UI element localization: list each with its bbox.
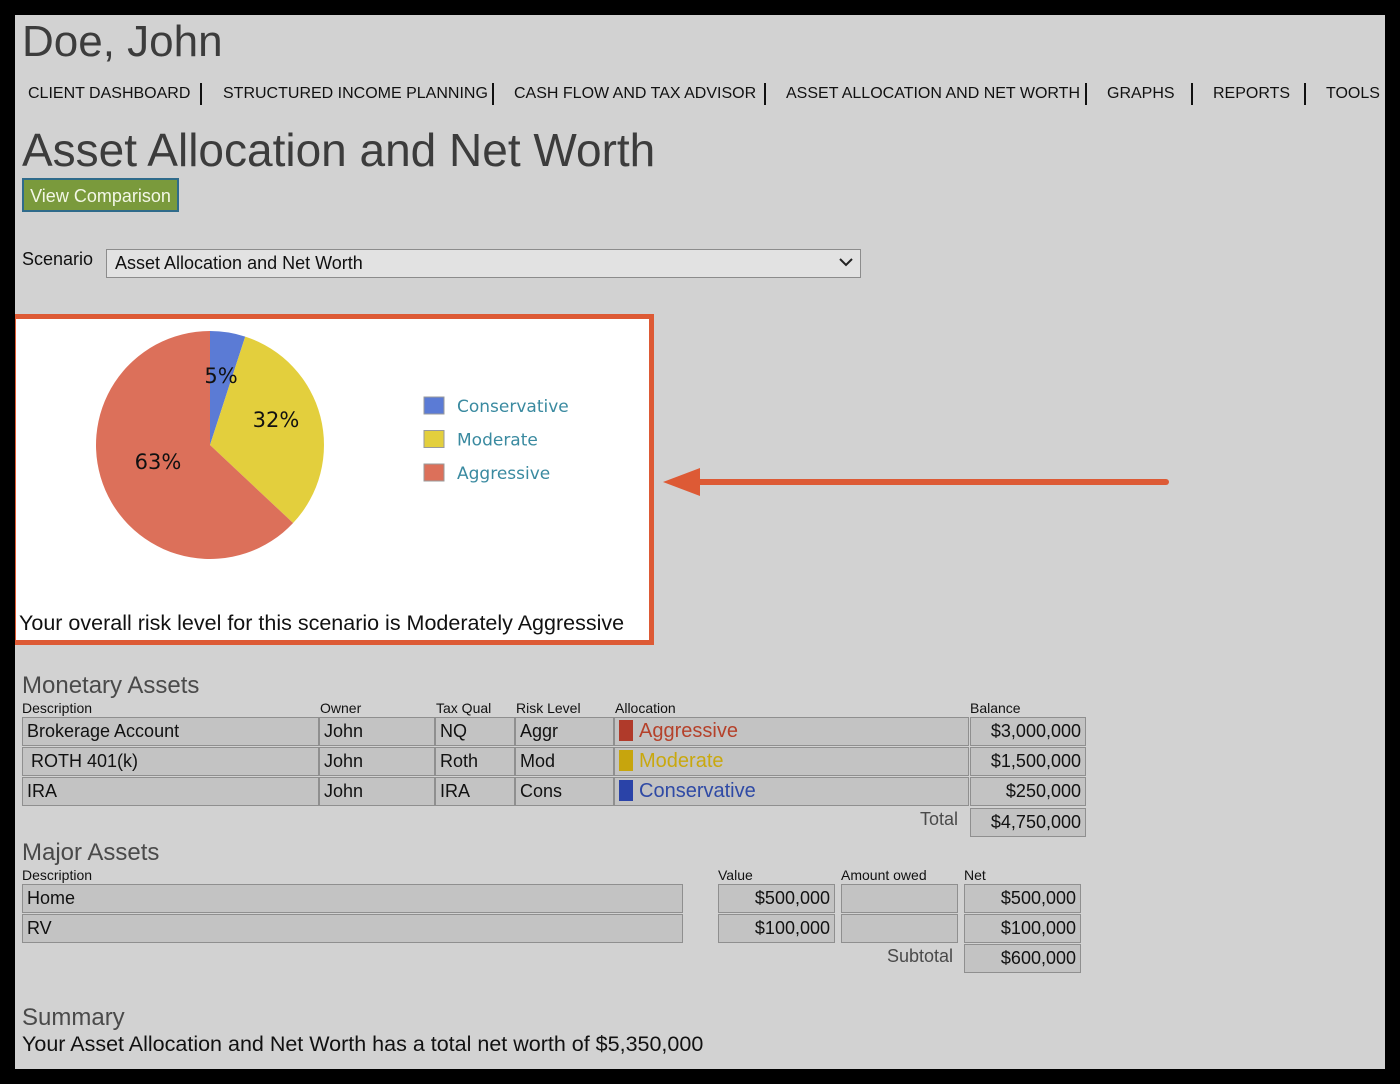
col-head-owner: Owner: [320, 700, 362, 716]
allocation-swatch: [619, 750, 633, 771]
major-asset-net-cell: $500,000: [964, 884, 1081, 913]
pie-label-moderate: 32%: [253, 408, 300, 432]
nav-separator: [1191, 83, 1193, 105]
nav-separator: [492, 83, 494, 105]
page-title: Asset Allocation and Net Worth: [22, 124, 656, 176]
asset-tax-qual-cell[interactable]: Roth: [435, 747, 515, 776]
major-asset-owed-cell[interactable]: [841, 914, 958, 943]
allocation-swatch: [619, 720, 633, 741]
nav-separator: [1304, 83, 1306, 105]
allocation-label: Moderate: [639, 750, 724, 772]
asset-owner-cell[interactable]: John: [319, 777, 435, 806]
nav-separator: [764, 83, 766, 105]
legend-label-aggressive: Aggressive: [457, 464, 550, 484]
nav-cash-flow-tax-advisor[interactable]: CASH FLOW AND TAX ADVISOR: [514, 85, 757, 102]
asset-tax-qual-cell[interactable]: NQ: [435, 717, 515, 746]
asset-description-cell[interactable]: IRA: [22, 777, 319, 806]
major-asset-net-cell: $100,000: [964, 914, 1081, 943]
col-head-balance: Balance: [970, 700, 1021, 716]
allocation-pie-chart: 5% 32% 63% Conservative Moderate Aggressive: [95, 331, 569, 559]
col-head-value: Value: [718, 867, 753, 883]
subtotal-label: Subtotal: [887, 946, 954, 966]
allocation-label: Conservative: [639, 780, 756, 802]
asset-risk-cell[interactable]: Cons: [515, 777, 614, 806]
client-name: Doe, John: [22, 17, 223, 66]
asset-tax-qual-cell[interactable]: IRA: [435, 777, 515, 806]
asset-balance-cell[interactable]: $250,000: [970, 777, 1086, 806]
callout-arrow-icon: [663, 468, 1169, 496]
col-head-description: Description: [22, 867, 93, 883]
asset-risk-cell[interactable]: Mod: [515, 747, 614, 776]
asset-balance-cell[interactable]: $1,500,000: [970, 747, 1086, 776]
major-assets-title: Major Assets: [22, 839, 160, 866]
col-head-net: Net: [964, 867, 986, 883]
legend-swatch-aggressive: [423, 463, 445, 482]
pie-label-aggressive: 63%: [135, 450, 182, 474]
legend-label-conservative: Conservative: [457, 397, 569, 417]
nav-client-dashboard[interactable]: CLIENT DASHBOARD: [28, 85, 191, 102]
asset-owner-cell[interactable]: John: [319, 717, 435, 746]
nav-separator: [1085, 83, 1087, 105]
col-head-amount-owed: Amount owed: [841, 867, 927, 883]
summary-title: Summary: [22, 1004, 125, 1031]
col-head-allocation: Allocation: [615, 700, 676, 716]
view-comparison-button[interactable]: View Comparison: [22, 178, 179, 212]
summary-text: Your Asset Allocation and Net Worth has …: [22, 1032, 704, 1056]
col-head-risk-level: Risk Level: [516, 700, 581, 716]
pie-label-conservative: 5%: [204, 364, 237, 388]
pie-slice-conservative: [210, 331, 246, 445]
risk-level-text: Your overall risk level for this scenari…: [19, 611, 625, 635]
major-asset-value-cell[interactable]: $100,000: [718, 914, 835, 943]
legend-swatch-moderate: [423, 430, 445, 448]
nav-structured-income-planning[interactable]: STRUCTURED INCOME PLANNING: [223, 85, 488, 102]
major-asset-description-cell[interactable]: Home: [22, 884, 683, 913]
legend-swatch-conservative: [423, 396, 445, 415]
asset-allocation-cell[interactable]: Moderate: [614, 747, 969, 776]
asset-risk-cell[interactable]: Aggr: [515, 717, 614, 746]
monetary-assets-title: Monetary Assets: [22, 672, 200, 699]
nav-reports[interactable]: REPORTS: [1213, 85, 1291, 102]
allocation-chart-panel: 5% 32% 63% Conservative Moderate Aggressive Y…: [15, 314, 654, 645]
asset-balance-cell[interactable]: $3,000,000: [970, 717, 1086, 746]
major-asset-description-cell[interactable]: RV: [22, 914, 683, 943]
scenario-label: Scenario: [22, 249, 94, 269]
nav-separator: [200, 83, 202, 105]
total-label: Total: [920, 809, 959, 829]
asset-description-cell[interactable]: ROTH 401(k): [22, 747, 319, 776]
major-asset-owed-cell[interactable]: [841, 884, 958, 913]
top-nav: CLIENT DASHBOARD STRUCTURED INCOME PLANN…: [28, 83, 1385, 107]
asset-owner-cell[interactable]: John: [319, 747, 435, 776]
major-subtotal-cell: $600,000: [964, 944, 1081, 973]
col-head-tax-qual: Tax Qual: [436, 700, 492, 716]
scenario-selected-value: Asset Allocation and Net Worth: [115, 253, 363, 273]
nav-asset-allocation-net-worth[interactable]: ASSET ALLOCATION AND NET WORTH: [786, 85, 1080, 102]
asset-allocation-cell[interactable]: Aggressive: [614, 717, 969, 746]
pie-slice-moderate: [210, 336, 324, 524]
monetary-total-cell: $4,750,000: [970, 808, 1086, 837]
app-frame: Doe, John CLIENT DASHBOARD STRUCTURED IN…: [15, 15, 1385, 1069]
nav-graphs[interactable]: GRAPHS: [1107, 85, 1175, 102]
allocation-swatch: [619, 780, 633, 801]
asset-description-cell[interactable]: Brokerage Account: [22, 717, 319, 746]
major-asset-value-cell[interactable]: $500,000: [718, 884, 835, 913]
scenario-select[interactable]: Asset Allocation and Net Worth: [106, 249, 861, 278]
col-head-description: Description: [22, 700, 93, 716]
legend-label-moderate: Moderate: [457, 431, 538, 451]
pie-slice-aggressive: [95, 331, 294, 559]
allocation-label: Aggressive: [639, 720, 738, 742]
asset-allocation-cell[interactable]: Conservative: [614, 777, 969, 806]
nav-tools[interactable]: TOOLS: [1326, 85, 1380, 102]
chevron-down-icon: [839, 258, 853, 267]
